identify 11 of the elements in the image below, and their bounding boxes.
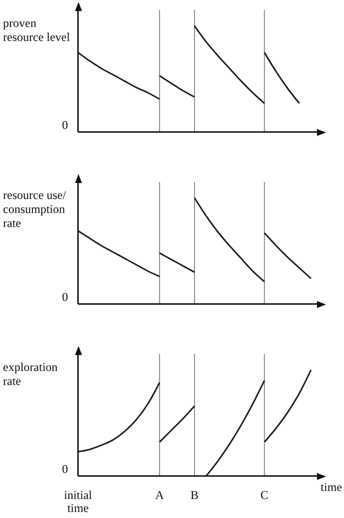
- y-axis-title: exploration rate: [3, 360, 59, 388]
- y-axis-title: resource use/ consumption rate: [3, 188, 67, 230]
- x-tick-label: A: [155, 488, 164, 502]
- text: 0: [62, 290, 68, 305]
- x-tick-label: B: [190, 488, 199, 502]
- x-axis-title: time: [320, 480, 342, 495]
- x-tick-label: initial time: [64, 488, 93, 515]
- x-tick-label: C: [260, 488, 268, 502]
- y-axis-title: proven resource level: [3, 16, 71, 44]
- text: 0: [62, 462, 68, 477]
- text: 0: [62, 118, 68, 133]
